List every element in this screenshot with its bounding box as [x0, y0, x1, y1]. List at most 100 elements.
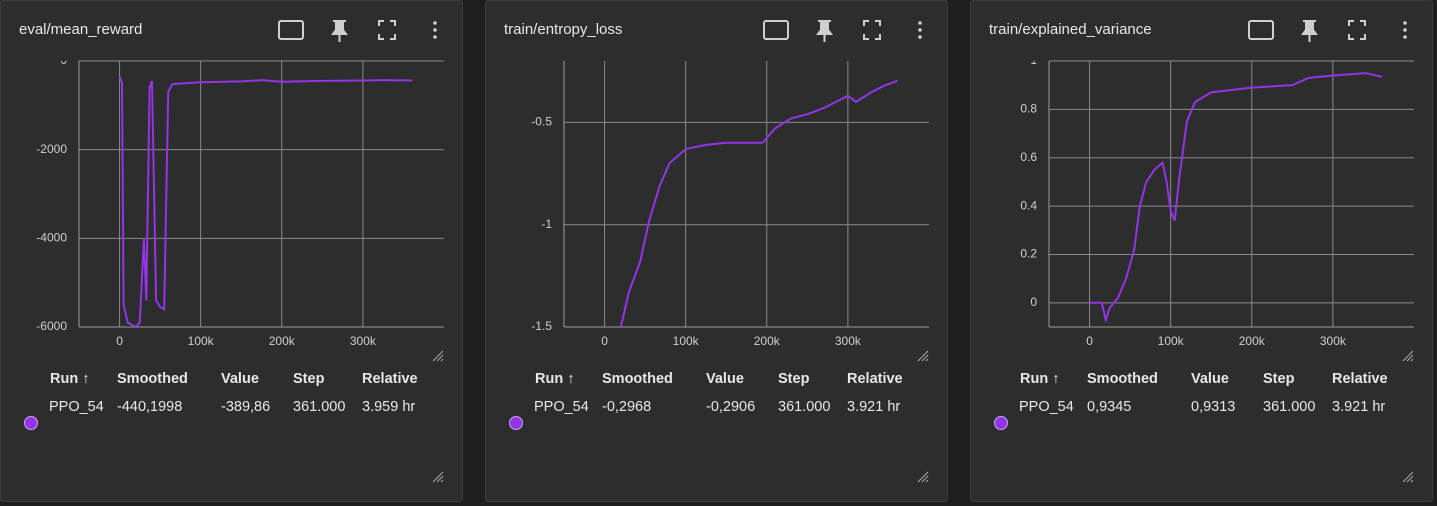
table-cell: 3.921 hr [1332, 399, 1385, 415]
menu-button[interactable] [918, 35, 922, 39]
run-color-dot [24, 416, 38, 430]
x-tick-label: 100k [1158, 334, 1185, 348]
x-tick-label: 0 [601, 334, 608, 348]
toolbar [763, 20, 922, 42]
fit-domain-button[interactable] [763, 20, 789, 40]
x-tick-label: 400k [916, 334, 943, 348]
table-cell: -0,2906 [706, 399, 755, 415]
table-header: Relative [362, 371, 418, 387]
y-tick-label: -6000 [36, 319, 67, 333]
table-cell: PPO_54 [534, 399, 589, 415]
resize-handle[interactable] [917, 471, 929, 483]
table-header: Smoothed [1087, 371, 1158, 387]
y-tick-label: 0.2 [1020, 247, 1037, 261]
toolbar [278, 20, 437, 42]
pin-button[interactable] [1301, 20, 1318, 42]
table-header: Step [1263, 371, 1295, 387]
table-header: Smoothed [602, 371, 673, 387]
chart-title: train/entropy_loss [504, 21, 622, 38]
table-cell: 361.000 [778, 399, 830, 415]
x-tick-label: 300k [835, 334, 862, 348]
y-tick-label: 1 [1030, 53, 1037, 67]
x-tick-label: 300k [1320, 334, 1347, 348]
table-header: Value [1191, 371, 1229, 387]
table-cell: 361.000 [1263, 399, 1315, 415]
fullscreen-button[interactable] [863, 20, 881, 40]
y-tick-label: -4000 [36, 231, 67, 245]
resize-handle[interactable] [917, 350, 929, 362]
table-cell: -389,86 [221, 399, 270, 415]
y-tick-label: -1 [541, 217, 552, 231]
resize-handle[interactable] [432, 471, 444, 483]
menu-button[interactable] [918, 21, 922, 25]
resize-handle[interactable] [1402, 350, 1414, 362]
fit-domain-button[interactable] [278, 20, 304, 40]
fullscreen-button[interactable] [1348, 20, 1366, 40]
table-cell: 3.959 hr [362, 399, 415, 415]
chart-card: eval/mean_reward -6000 -4000 -2000 0 0 100k 200… [0, 0, 463, 502]
chart-card: train/explained_variance 0 0.2 0.4 0.6 0.8 1 0 1… [970, 0, 1433, 502]
menu-button[interactable] [433, 28, 437, 32]
toolbar [1248, 20, 1407, 42]
x-tick-label: 400k [431, 334, 458, 348]
table-header: Relative [1332, 371, 1388, 387]
table-header: Run ↑ [1020, 371, 1059, 387]
y-tick-label: 0.4 [1020, 198, 1037, 212]
menu-button[interactable] [433, 21, 437, 25]
run-color-dot [994, 416, 1008, 430]
x-tick-label: 400k [1401, 334, 1428, 348]
card-canvas: eval/mean_reward -6000 -4000 -2000 0 0 100k 200… [19, 20, 458, 483]
table-cell: 0,9313 [1191, 399, 1235, 415]
table-cell: PPO_54 [1019, 399, 1074, 415]
run-color-dot [509, 416, 523, 430]
table-cell: 361.000 [293, 399, 345, 415]
table-cell: PPO_54 [49, 399, 104, 415]
menu-button[interactable] [1403, 28, 1407, 32]
y-tick-label: -2000 [36, 142, 67, 156]
resize-handle[interactable] [432, 350, 444, 362]
table-cell: 0,9345 [1087, 399, 1131, 415]
table-header: Relative [847, 371, 903, 387]
table-header: Run ↑ [50, 371, 89, 387]
card-canvas: train/entropy_loss -1.5 -1 -0.5 0 100k 200k 300… [504, 20, 943, 483]
menu-button[interactable] [918, 28, 922, 32]
pin-button[interactable] [331, 20, 348, 42]
menu-button[interactable] [433, 35, 437, 39]
x-tick-label: 300k [350, 334, 377, 348]
series-line [1089, 72, 1383, 324]
table-header: Value [706, 371, 744, 387]
table-header: Run ↑ [535, 371, 574, 387]
fullscreen-button[interactable] [378, 20, 396, 40]
menu-button[interactable] [1403, 35, 1407, 39]
table-cell: -0,2968 [602, 399, 651, 415]
table-header: Step [293, 371, 325, 387]
y-tick-label: 0 [1030, 295, 1037, 309]
x-tick-label: 200k [1239, 334, 1266, 348]
menu-button[interactable] [1403, 21, 1407, 25]
x-tick-label: 100k [188, 334, 215, 348]
x-tick-label: 0 [1086, 334, 1093, 348]
x-tick-label: 200k [269, 334, 296, 348]
table-cell: -440,1998 [117, 399, 182, 415]
pin-button[interactable] [816, 20, 833, 42]
y-tick-label: -1.5 [531, 319, 552, 333]
table-header: Value [221, 371, 259, 387]
chart-card: train/entropy_loss -1.5 -1 -0.5 0 100k 200k 300… [485, 0, 948, 502]
table-cell: 3.921 hr [847, 399, 900, 415]
x-tick-label: 200k [754, 334, 781, 348]
x-tick-label: 100k [673, 334, 700, 348]
y-tick-label: 0.6 [1020, 150, 1037, 164]
card-canvas: train/explained_variance 0 0.2 0.4 0.6 0.8 1 0 1… [989, 20, 1428, 483]
y-tick-label: 0 [60, 53, 67, 67]
fit-domain-button[interactable] [1248, 20, 1274, 40]
x-tick-label: 0 [116, 334, 123, 348]
chart-title: train/explained_variance [989, 21, 1152, 38]
y-tick-label: 0.8 [1020, 102, 1037, 116]
table-header: Step [778, 371, 810, 387]
chart-title: eval/mean_reward [19, 21, 142, 38]
series-line [118, 76, 413, 327]
table-header: Smoothed [117, 371, 188, 387]
resize-handle[interactable] [1402, 471, 1414, 483]
y-tick-label: -0.5 [531, 115, 552, 129]
